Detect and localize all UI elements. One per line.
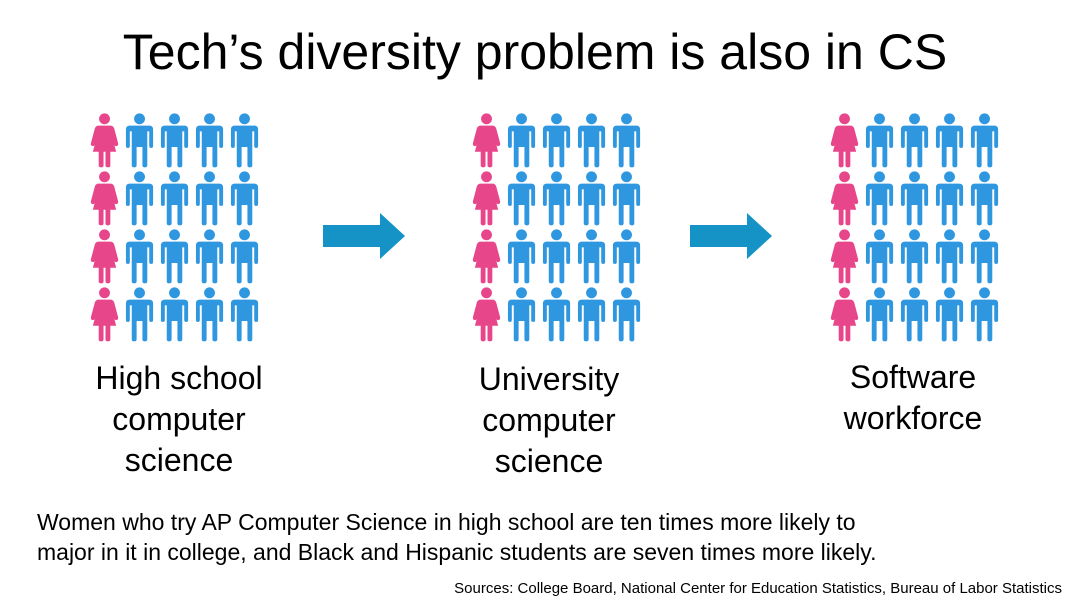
man-figure-icon — [612, 229, 641, 284]
man-figure-icon — [612, 171, 641, 226]
man-figure-icon — [507, 113, 536, 168]
woman-figure-icon — [90, 229, 119, 284]
man-figure-icon — [125, 287, 154, 342]
man-figure-icon — [865, 171, 894, 226]
man-figure-icon — [577, 171, 606, 226]
woman-figure-icon — [472, 171, 501, 226]
label-line: Software — [849, 359, 977, 395]
man-figure-icon — [900, 287, 929, 342]
woman-figure-icon — [830, 229, 859, 284]
caption: Women who try AP Computer Science in hig… — [37, 507, 1057, 567]
man-figure-icon — [195, 113, 224, 168]
man-figure-icon — [935, 171, 964, 226]
man-figure-icon — [542, 113, 571, 168]
people-grid — [830, 113, 999, 342]
caption-line: major in it in college, and Black and Hi… — [37, 539, 877, 565]
man-figure-icon — [230, 171, 259, 226]
woman-figure-icon — [472, 229, 501, 284]
man-figure-icon — [970, 113, 999, 168]
right-arrow-icon — [690, 213, 772, 259]
people-grid — [90, 113, 259, 342]
man-figure-icon — [160, 171, 189, 226]
man-figure-icon — [935, 229, 964, 284]
man-figure-icon — [865, 287, 894, 342]
label-line: University — [478, 361, 620, 397]
woman-figure-icon — [90, 113, 119, 168]
man-figure-icon — [230, 229, 259, 284]
man-figure-icon — [900, 113, 929, 168]
man-figure-icon — [195, 171, 224, 226]
man-figure-icon — [160, 113, 189, 168]
man-figure-icon — [612, 287, 641, 342]
man-figure-icon — [125, 113, 154, 168]
page-title: Tech’s diversity problem is also in CS — [122, 24, 948, 80]
man-figure-icon — [935, 287, 964, 342]
university-icon-grid — [470, 112, 645, 344]
man-figure-icon — [935, 113, 964, 168]
man-figure-icon — [865, 229, 894, 284]
right-arrow-icon — [323, 213, 405, 259]
label-line: computer — [112, 401, 246, 437]
label-line: science — [124, 442, 234, 478]
man-figure-icon — [507, 229, 536, 284]
people-grid — [472, 113, 641, 342]
sources-note: Sources: College Board, National Center … — [454, 580, 1062, 597]
woman-figure-icon — [830, 113, 859, 168]
man-figure-icon — [230, 287, 259, 342]
man-figure-icon — [125, 171, 154, 226]
man-figure-icon — [195, 229, 224, 284]
high-school-icon-grid — [88, 112, 263, 344]
woman-figure-icon — [90, 287, 119, 342]
man-figure-icon — [970, 171, 999, 226]
university-label: University computer science — [429, 359, 669, 482]
man-figure-icon — [507, 171, 536, 226]
man-figure-icon — [577, 229, 606, 284]
man-figure-icon — [195, 287, 224, 342]
caption-line: Women who try AP Computer Science in hig… — [37, 509, 856, 535]
man-figure-icon — [612, 113, 641, 168]
man-figure-icon — [160, 229, 189, 284]
label-line: workforce — [843, 400, 983, 436]
high-school-label: High school computer science — [59, 358, 299, 481]
man-figure-icon — [900, 171, 929, 226]
woman-figure-icon — [830, 171, 859, 226]
man-figure-icon — [900, 229, 929, 284]
man-figure-icon — [577, 287, 606, 342]
man-figure-icon — [542, 287, 571, 342]
woman-figure-icon — [90, 171, 119, 226]
label-line: computer — [482, 402, 616, 438]
man-figure-icon — [507, 287, 536, 342]
workforce-label: Software workforce — [793, 357, 1033, 439]
man-figure-icon — [125, 229, 154, 284]
man-figure-icon — [230, 113, 259, 168]
woman-figure-icon — [472, 287, 501, 342]
workforce-icon-grid — [828, 112, 1003, 344]
man-figure-icon — [542, 229, 571, 284]
man-figure-icon — [970, 229, 999, 284]
woman-figure-icon — [830, 287, 859, 342]
man-figure-icon — [160, 287, 189, 342]
woman-figure-icon — [472, 113, 501, 168]
man-figure-icon — [970, 287, 999, 342]
man-figure-icon — [865, 113, 894, 168]
man-figure-icon — [577, 113, 606, 168]
label-line: High school — [95, 360, 263, 396]
man-figure-icon — [542, 171, 571, 226]
label-line: science — [494, 443, 604, 479]
